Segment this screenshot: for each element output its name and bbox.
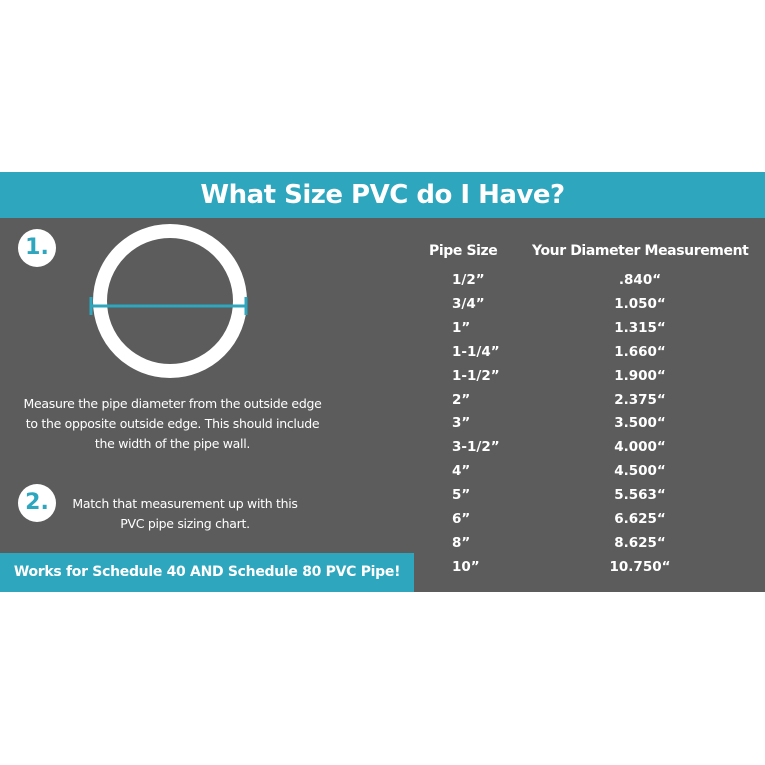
pipe-size-cell: 5” <box>452 487 471 504</box>
table-row: 6” 6.625“ <box>0 511 765 535</box>
diameter-cell: 8.625“ <box>614 534 666 551</box>
diameter-cell: 1.050“ <box>614 295 666 312</box>
header-pipe-size: Pipe Size <box>429 243 498 259</box>
diameter-cell: 10.750“ <box>609 558 671 575</box>
table-row: 1-1/2” 1.900“ <box>0 368 765 392</box>
pipe-size-cell: 1-1/4” <box>452 343 500 360</box>
diameter-cell: 1.660“ <box>614 343 666 360</box>
header-diameter: Your Diameter Measurement <box>532 243 749 259</box>
table-row: 3-1/2” 4.000“ <box>0 439 765 463</box>
schedule-note: Works for Schedule 40 AND Schedule 80 PV… <box>0 553 414 592</box>
table-row: 3/4” 1.050“ <box>0 296 765 320</box>
table-row: 5” 5.563“ <box>0 487 765 511</box>
diameter-cell: 6.625“ <box>614 511 666 527</box>
table-row: 4” 4.500“ <box>0 463 765 487</box>
pipe-size-cell: 1-1/2” <box>452 367 500 384</box>
step-1-text: Measure the pipe diameter from the outsi… <box>23 396 322 451</box>
pipe-size-cell: 1” <box>452 319 471 336</box>
table-row: 1/2” .840“ <box>0 272 765 296</box>
info-panel <box>0 218 765 592</box>
pipe-size-cell: 3-1/2” <box>452 439 500 456</box>
table-row: 10” 10.750“ <box>0 559 765 583</box>
pipe-size-cell: 4” <box>452 463 471 480</box>
table-row: 1” 1.315“ <box>0 320 765 344</box>
page-title: What Size PVC do I Have? <box>0 172 765 218</box>
diameter-cell: 4.500“ <box>614 463 666 480</box>
diameter-cell: 1.315“ <box>614 319 666 336</box>
pipe-size-cell: 6” <box>452 511 471 527</box>
pipe-size-cell: 1/2” <box>452 272 485 288</box>
diameter-cell: 1.900“ <box>614 367 666 384</box>
diameter-cell: 2.375“ <box>614 391 666 408</box>
step-2-text: Match that measurement up with this PVC … <box>72 496 298 531</box>
diameter-cell: 5.563“ <box>614 487 666 504</box>
table-row: 3” 3.500“ <box>0 415 765 439</box>
table-row: 1-1/4” 1.660“ <box>0 344 765 368</box>
step-2-badge: 2. <box>18 484 56 522</box>
diameter-cell: 3.500“ <box>614 415 666 432</box>
diameter-cell: 4.000“ <box>614 439 666 456</box>
pipe-size-cell: 3/4” <box>452 295 485 312</box>
table-row: 8” 8.625“ <box>0 535 765 559</box>
pipe-size-cell: 10” <box>452 558 480 575</box>
pipe-size-cell: 2” <box>452 391 471 408</box>
pipe-size-cell: 3” <box>452 415 471 432</box>
pipe-size-cell: 8” <box>452 534 471 551</box>
table-row: 2” 2.375“ <box>0 392 765 416</box>
pipe-ring <box>93 224 247 378</box>
diameter-cell: .840“ <box>618 272 662 288</box>
step-1-badge: 1. <box>18 229 56 267</box>
